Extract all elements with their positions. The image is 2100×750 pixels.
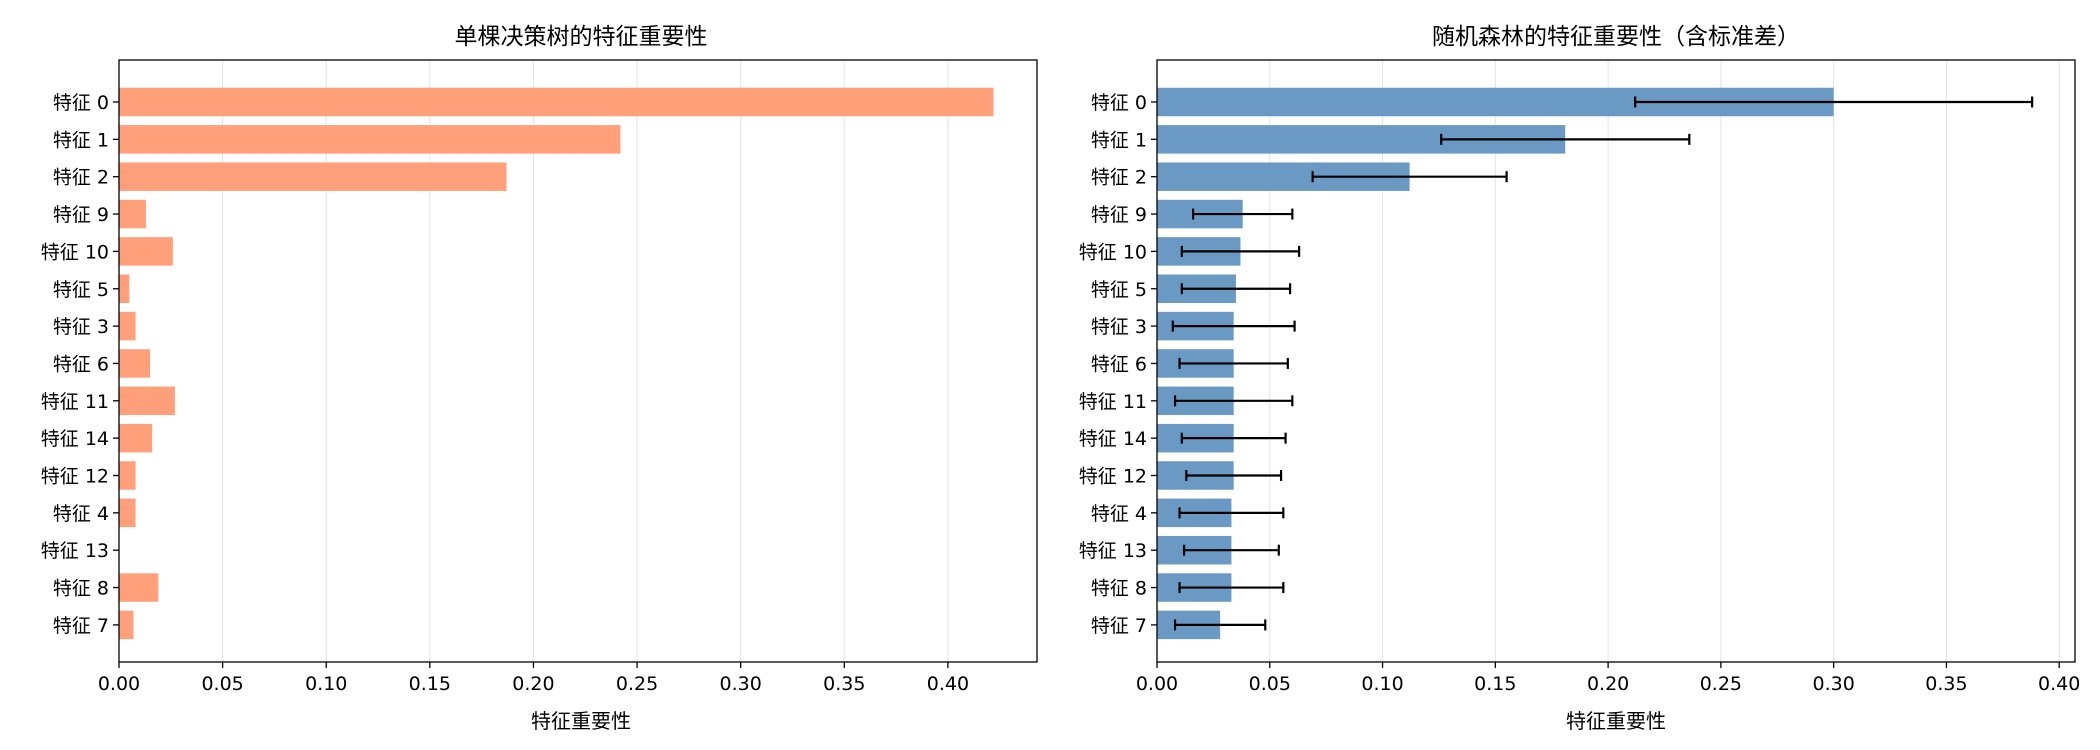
y-tick-label: 特征 13 [41,540,109,562]
error-bars [1171,96,2034,631]
y-tick-label: 特征 11 [1079,391,1147,413]
x-tick-label: 0.35 [823,673,865,695]
plot-frame [1156,59,2076,663]
x-tick-label: 0.05 [1249,673,1291,695]
y-tick-label: 特征 9 [53,204,109,226]
chart-title: 随机森林的特征重要性（含标准差） [1432,24,1800,50]
error-bar [1180,245,1301,257]
y-tick-label: 特征 12 [41,466,109,488]
x-ticks: 0.00 0.05 0.10 0.15 0.20 0.25 0.30 0.35 0.40 [98,662,969,695]
x-tick-label: 0.00 [98,673,140,695]
y-tick-label: 特征 14 [1079,428,1147,450]
bar [119,461,136,490]
bar [119,386,175,416]
error-bar [1634,96,2034,108]
x-ticks: 0.00 0.05 0.10 0.15 0.20 0.25 0.30 0.35 0.40 [1136,662,2080,695]
y-tick-label: 特征 4 [1091,503,1147,525]
y-tick-label: 特征 7 [1091,615,1147,637]
bar [119,573,159,602]
error-bar [1173,619,1267,631]
plot-frame [118,59,1038,663]
error-bar [1180,283,1292,295]
x-tick-label: 0.35 [1925,673,1967,695]
x-tick-label: 0.10 [1361,673,1403,695]
decision-tree-importance-chart: 单棵决策树的特征重要性 特征重要性 0.00 0.05 0.10 0.15 0.20 0.… [41,24,1038,733]
y-tick-label: 特征 3 [1091,316,1147,338]
bar [119,87,994,117]
bar [119,274,130,303]
x-tick-label: 0.30 [720,673,762,695]
bar [119,498,136,528]
error-bar [1173,395,1294,407]
x-axis-label: 特征重要性 [531,709,631,733]
y-tick-label: 特征 1 [1091,129,1147,151]
y-tick-label: 特征 8 [53,578,109,600]
y-tick-label: 特征 14 [41,428,109,450]
y-tick-label: 特征 5 [53,279,109,301]
x-tick-label: 0.05 [201,673,243,695]
x-tick-label: 0.40 [927,673,969,695]
y-tick-label: 特征 10 [41,241,109,263]
y-tick-label: 特征 11 [41,391,109,413]
bars [119,87,994,640]
bar [119,199,146,229]
y-tick-label: 特征 1 [53,129,109,151]
x-tick-label: 0.40 [2038,673,2080,695]
bar [119,311,136,341]
error-bar [1311,171,1508,183]
y-tick-label: 特征 3 [53,316,109,338]
y-ticks: 特征 0 特征 1 特征 2 特征 9 特征 10 特征 5 特征 3 特征 6 特征 11 特征… [41,92,119,637]
y-tick-label: 特征 2 [1091,167,1147,189]
bar [119,349,151,378]
bar [119,423,153,453]
y-tick-label: 特征 6 [1091,353,1147,375]
bar [119,237,173,266]
x-tick-label: 0.00 [1136,673,1178,695]
x-tick-label: 0.25 [616,673,658,695]
y-tick-label: 特征 0 [1091,92,1147,114]
x-tick-label: 0.30 [1813,673,1855,695]
y-tick-label: 特征 2 [53,167,109,189]
y-tick-label: 特征 4 [53,503,109,525]
y-ticks: 特征 0 特征 1 特征 2 特征 9 特征 10 特征 5 特征 3 特征 6 特征 11 特征… [1079,92,1157,637]
x-axis-label: 特征重要性 [1566,709,1666,733]
error-bar [1185,470,1283,481]
x-tick-label: 0.15 [409,673,451,695]
y-tick-label: 特征 10 [1079,241,1147,263]
y-tick-label: 特征 8 [1091,578,1147,600]
error-bar [1182,544,1280,556]
x-tick-label: 0.20 [1587,673,1629,695]
y-tick-label: 特征 9 [1091,204,1147,226]
y-tick-label: 特征 6 [53,353,109,375]
y-tick-label: 特征 5 [1091,279,1147,301]
y-tick-label: 特征 0 [53,92,109,114]
y-tick-label: 特征 12 [1079,466,1147,488]
x-tick-label: 0.25 [1700,673,1742,695]
y-tick-label: 特征 7 [53,615,109,637]
error-bar [1191,208,1294,220]
x-gridlines [118,60,949,662]
bar [119,125,621,154]
x-tick-label: 0.15 [1474,673,1516,695]
x-tick-label: 0.10 [305,673,347,695]
error-bar [1178,357,1289,369]
error-bar [1440,133,1691,145]
bar [119,610,134,640]
random-forest-importance-chart: 随机森林的特征重要性（含标准差） 特征重要性 0.00 0.05 0.10 0.15 0… [1079,24,2081,733]
bar [119,162,507,191]
error-bar [1178,582,1285,594]
error-bar [1171,320,1296,332]
y-tick-label: 特征 13 [1079,540,1147,562]
error-bar [1178,507,1285,519]
chart-title: 单棵决策树的特征重要性 [455,24,708,50]
error-bar [1180,432,1287,444]
x-tick-label: 0.20 [512,673,554,695]
